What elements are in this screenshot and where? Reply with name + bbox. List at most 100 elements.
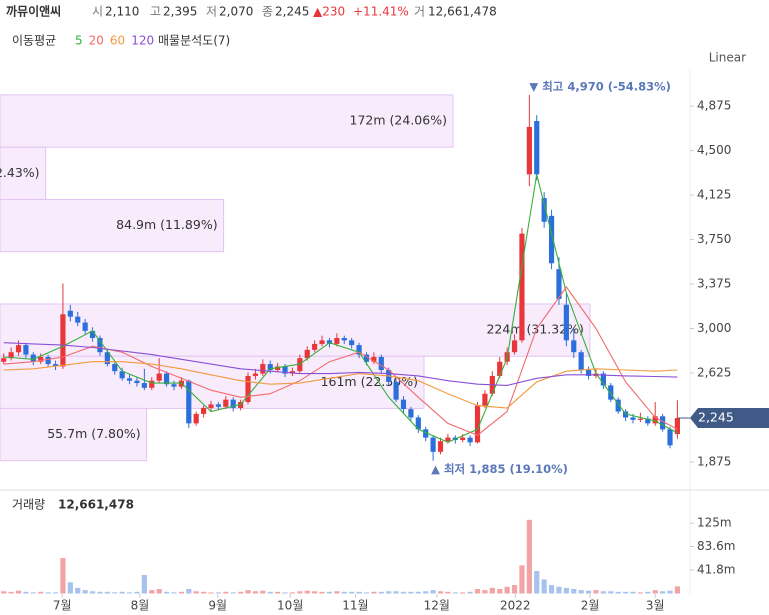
volume-bar [8, 591, 14, 594]
profile-bar [0, 198, 225, 253]
volume-bar [15, 590, 22, 594]
high-label: 고 [150, 5, 161, 19]
candle-body [563, 304, 569, 341]
candle-body [267, 364, 273, 371]
candle-body [186, 380, 192, 424]
volume-label: 거 [414, 5, 425, 19]
volume-bar [474, 589, 481, 594]
x-tick-label: 7월 [53, 599, 72, 613]
candle-body [511, 340, 518, 353]
volume-bar [482, 590, 488, 594]
volume-bar [112, 592, 118, 594]
volume-bar [667, 590, 673, 594]
candle-body [393, 381, 399, 400]
volume-bar [460, 592, 466, 594]
candle-body [1, 358, 7, 362]
volume-bar [186, 589, 192, 594]
candle-body [467, 437, 473, 443]
candle-body [38, 356, 44, 362]
y-tick-label: 3,750 [697, 232, 731, 246]
volume-bar [341, 591, 347, 594]
volume-bar [326, 591, 333, 594]
volume-bar [356, 591, 362, 594]
profile-bar [0, 407, 148, 462]
candle-body [223, 399, 229, 407]
volume-profile: 172m (24.06%) 17.3m (2.43%) 84.9m (11.89%)… [0, 94, 591, 462]
volume-bar [223, 591, 229, 594]
y-tick-label: 4,125 [697, 188, 731, 202]
volume-bar [82, 590, 88, 594]
candle-body [141, 383, 147, 388]
volume-bar [208, 592, 214, 594]
candle-body [363, 354, 370, 362]
current-price-tag [690, 408, 769, 429]
volume-tick-label: 125m [697, 516, 732, 530]
volume-bar [193, 591, 199, 594]
volume-bar [660, 591, 666, 594]
candle-body [252, 373, 259, 376]
volume-bar [334, 591, 340, 594]
volume-bar [534, 571, 540, 594]
volume-bar [430, 590, 436, 594]
volume-bar [252, 591, 259, 594]
low-label: 저 [206, 5, 217, 19]
candle-body [600, 373, 606, 386]
candle-body [526, 126, 532, 175]
candle-body [289, 371, 296, 374]
candle-body [119, 371, 125, 379]
candle-body [52, 364, 59, 367]
volume-bar [497, 589, 503, 594]
volume-bar [371, 591, 377, 594]
candle-body [556, 269, 562, 299]
scale-button[interactable]: Linear [709, 51, 746, 65]
change: ▲230 [313, 5, 345, 19]
moving-average [3, 174, 678, 443]
volume-bar [297, 591, 303, 594]
volume-bar [267, 591, 273, 594]
candle-body [201, 407, 207, 414]
candle-body [245, 375, 251, 403]
volume-bar [171, 592, 177, 594]
candle-body [622, 411, 629, 418]
volume-bar [615, 591, 621, 594]
volume-bar [149, 590, 155, 594]
close-value: 2,245 [275, 5, 309, 19]
candle-body [674, 418, 681, 435]
ma-title: 이동평균 [12, 34, 56, 48]
x-tick-label: 2월 [581, 599, 600, 613]
candle-body [482, 393, 488, 406]
profile-label: 161m (22.50%) [321, 374, 418, 389]
candle-body [67, 310, 73, 317]
volume-bar [386, 591, 392, 594]
volume-bar [519, 565, 525, 594]
volume-bar [674, 586, 681, 594]
volume-bar [593, 590, 599, 594]
volume-bar [141, 574, 147, 594]
candle-body [645, 418, 651, 424]
y-tick-label: 2,625 [697, 365, 731, 379]
volume-bar [215, 592, 221, 594]
candle-body [460, 437, 466, 440]
volume-bar [282, 592, 288, 594]
candle-body [378, 356, 384, 371]
candle-body [260, 364, 266, 374]
volume-bar [178, 591, 184, 594]
candle-body [45, 356, 51, 365]
candle-body [349, 340, 355, 346]
candle-body [193, 413, 199, 424]
candle-body [415, 417, 421, 430]
moving-average [3, 342, 678, 386]
y-tick-label: 3,000 [697, 321, 731, 335]
volume-bar [60, 558, 66, 594]
volume-bar [630, 591, 636, 594]
volume-bar [556, 586, 562, 594]
profile-bar [0, 355, 425, 409]
volume-value: 12,661,478 [428, 5, 497, 19]
profile-label: 55.7m (7.80%) [47, 426, 140, 441]
x-tick-label: 8월 [131, 599, 150, 613]
candle-body [208, 404, 214, 408]
candle-body [60, 314, 66, 367]
volume-bar [245, 590, 251, 594]
volume-bar [104, 591, 110, 594]
candle-body [430, 437, 436, 452]
